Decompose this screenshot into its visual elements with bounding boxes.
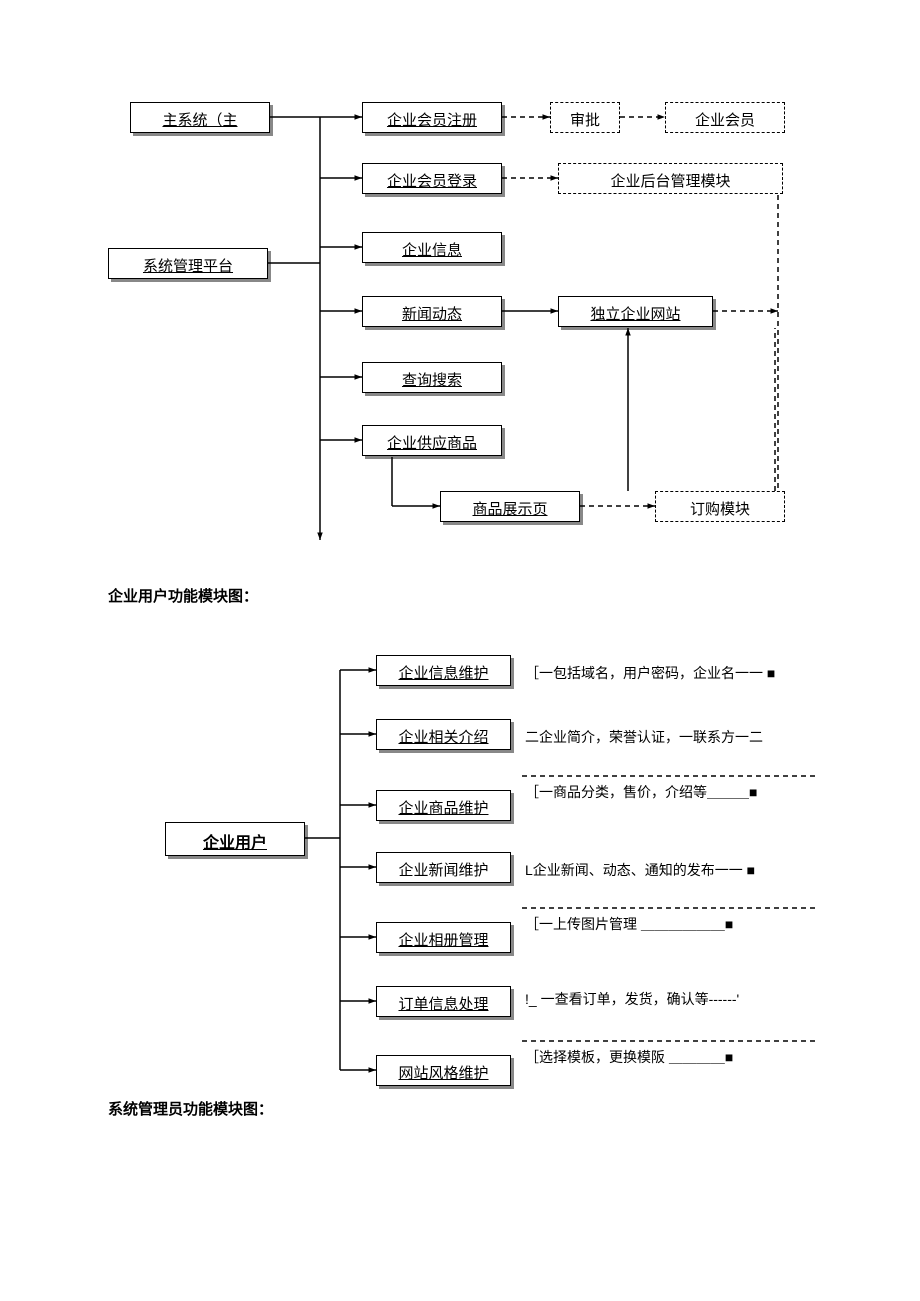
section-title-1: 企业用户功能模块图： (108, 585, 258, 606)
d2-item-5: 订单信息处理 (376, 986, 511, 1017)
d2-ann-2: ［一商品分类，售价，介绍等＿＿＿■ (525, 782, 825, 802)
node-backend: 企业后台管理模块 (558, 163, 783, 194)
d2-ann-1: 二企业简介，荣誉认证，一联系方一二 (525, 727, 825, 747)
node-login: 企业会员登录 (362, 163, 502, 194)
page: 主系统（主系统管理平台 企业会员注册企业会员登录企业信息新闻动态查询搜索企业供应商… (0, 0, 920, 1301)
node-reg: 企业会员注册 (362, 102, 502, 133)
node-enterprise-user: 企业用户 (165, 822, 305, 856)
section-title-2: 系统管理员功能模块图： (108, 1098, 273, 1119)
d2-ann-0: ［一包括域名，用户密码，企业名一一 ■ (525, 663, 825, 683)
node-supply: 企业供应商品 (362, 425, 502, 456)
d2-ann-3: L企业新闻、动态、通知的发布一一 ■ (525, 860, 825, 880)
d2-ann-4: ［一上传图片管理 ＿＿＿＿＿＿■ (525, 914, 825, 934)
node-mgmt_plat: 系统管理平台 (108, 248, 268, 279)
node-info: 企业信息 (362, 232, 502, 263)
node-approve: 审批 (550, 102, 620, 133)
d2-item-2: 企业商品维护 (376, 790, 511, 821)
node-news: 新闻动态 (362, 296, 502, 327)
d2-item-6: 网站风格维护 (376, 1055, 511, 1086)
node-order_mod: 订购模块 (655, 491, 785, 522)
node-main_sys: 主系统（主 (130, 102, 270, 133)
d2-item-3: 企业新闻维护 (376, 852, 511, 883)
node-search: 查询搜索 (362, 362, 502, 393)
d2-item-1: 企业相关介绍 (376, 719, 511, 750)
d2-item-0: 企业信息维护 (376, 655, 511, 686)
d2-ann-6: ［选择模板，更换模阪 ＿＿＿＿■ (525, 1047, 825, 1067)
d2-item-4: 企业相册管理 (376, 922, 511, 953)
node-show: 商品展示页 (440, 491, 580, 522)
d2-ann-5: !_ 一查看订单，发货，确认等------' (525, 989, 825, 1009)
node-ent_member: 企业会员 (665, 102, 785, 133)
